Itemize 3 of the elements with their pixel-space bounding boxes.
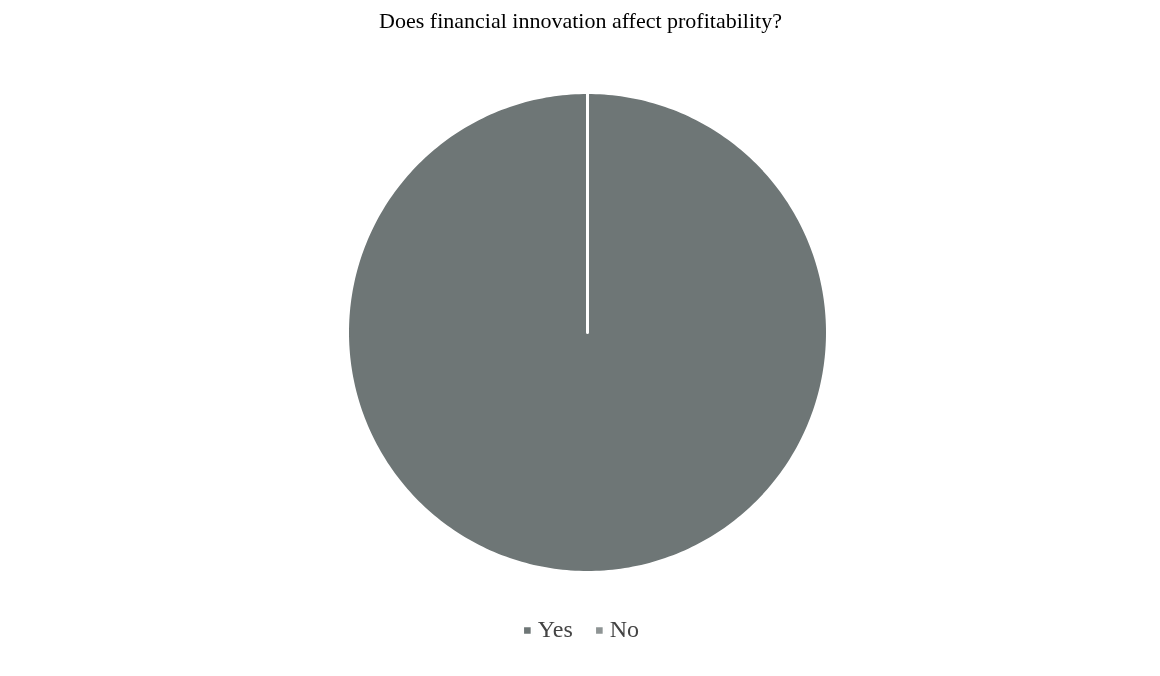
- legend-label: No: [609, 616, 640, 643]
- chart-title: Does financial innovation affect profitability?: [379, 7, 782, 33]
- legend-label: Yes: [537, 616, 573, 643]
